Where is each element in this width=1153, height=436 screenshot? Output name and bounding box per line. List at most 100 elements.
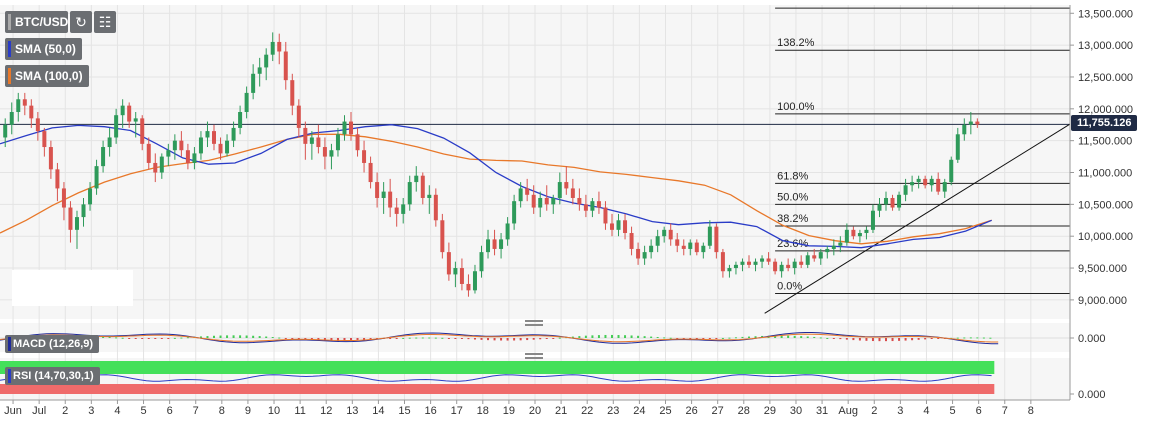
pane-divider-2b[interactable] <box>525 357 543 359</box>
candle-body <box>655 236 660 246</box>
candle-body <box>662 229 667 237</box>
y-tick-label: 12,500.000 <box>1078 72 1133 84</box>
candle-body <box>146 143 151 163</box>
macd-histogram-bar <box>199 336 202 338</box>
symbol-box[interactable]: BTC/USD <box>5 11 68 33</box>
macd-histogram-bar <box>232 335 235 338</box>
candle-body <box>760 258 765 262</box>
macd-histogram-bar <box>982 337 985 339</box>
sma100-legend[interactable]: SMA (100,0) <box>5 65 89 87</box>
macd-histogram-bar <box>356 338 359 341</box>
x-tick-label: 3 <box>88 405 94 417</box>
fib-level-label: 38.2% <box>777 213 808 225</box>
candle-body <box>531 194 536 208</box>
macd-histogram-bar <box>852 338 855 341</box>
macd-histogram-bar <box>284 338 287 339</box>
candle-body <box>786 264 791 269</box>
pane-divider-2[interactable] <box>525 353 543 355</box>
candle-body <box>94 166 99 189</box>
candle-body <box>185 150 190 163</box>
fib-level-label: 0.0% <box>777 281 802 293</box>
macd-histogram-bar <box>291 338 294 339</box>
candle-body <box>962 124 967 135</box>
candle-body <box>675 239 680 246</box>
macd-histogram-bar <box>350 338 353 341</box>
candle-body <box>623 220 628 234</box>
candle-body <box>890 197 895 208</box>
candle-body <box>394 207 399 214</box>
calendar-button[interactable]: ☷ <box>94 11 116 33</box>
macd-histogram-bar <box>304 338 307 340</box>
pane-divider-1b[interactable] <box>525 324 543 326</box>
candle-body <box>257 67 262 74</box>
refresh-icon: ↻ <box>75 14 87 30</box>
macd-histogram-bar <box>676 338 679 339</box>
macd-histogram-bar <box>545 338 548 339</box>
macd-histogram-bar <box>911 338 914 341</box>
macd-histogram-bar <box>793 335 796 338</box>
macd-histogram-bar <box>604 334 607 338</box>
macd-histogram-bar <box>617 335 620 338</box>
macd-histogram-bar <box>343 338 346 341</box>
macd-histogram-bar <box>839 338 842 340</box>
candle-body <box>636 248 641 259</box>
macd-histogram-bar <box>108 337 111 339</box>
macd-histogram-bar <box>715 338 718 339</box>
macd-histogram-bar <box>239 335 242 338</box>
candle-body <box>388 191 393 208</box>
sma50-legend[interactable]: SMA (50,0) <box>5 38 82 60</box>
macd-histogram-bar <box>656 337 659 339</box>
x-tick-label: 11 <box>294 405 305 417</box>
candle-body <box>727 268 732 272</box>
candle-body <box>701 245 706 253</box>
x-tick-label: 18 <box>477 405 489 417</box>
candle-body <box>9 112 14 125</box>
rsi-zero-label: 0.000 <box>1078 389 1106 401</box>
refresh-button[interactable]: ↻ <box>70 11 92 33</box>
fib-level-label: 100.0% <box>777 101 815 113</box>
macd-histogram-bar <box>323 338 326 341</box>
macd-histogram-bar <box>800 336 803 338</box>
macd-histogram-bar <box>513 338 516 341</box>
rsi-oversold-zone <box>0 384 995 394</box>
x-tick-label: 3 <box>897 405 903 417</box>
macd-histogram-bar <box>578 336 581 338</box>
blank-overlay-box <box>12 270 133 306</box>
x-tick-label: 10 <box>268 405 280 417</box>
rsi-legend-label: RSI (14,70,30,1) <box>13 370 94 382</box>
x-tick-label: 14 <box>372 405 384 417</box>
macd-histogram-bar <box>141 338 144 339</box>
candle-body <box>172 140 177 151</box>
macd-histogram-bar <box>584 335 587 338</box>
x-tick-label: Aug <box>838 405 858 417</box>
macd-legend[interactable]: MACD (12,26,9) <box>5 335 100 353</box>
macd-histogram-bar <box>624 335 627 338</box>
pane-divider-1[interactable] <box>525 320 543 322</box>
candle-body <box>264 54 269 68</box>
macd-histogram-bar <box>937 338 940 339</box>
candle-body <box>407 182 412 205</box>
candle-body <box>270 41 275 55</box>
macd-histogram-bar <box>473 338 476 340</box>
fib-level-label: 61.8% <box>777 170 808 182</box>
candle-body <box>342 121 347 135</box>
macd-histogram-bar <box>480 338 483 340</box>
candle-body <box>518 188 523 202</box>
candle-body <box>192 153 197 163</box>
rsi-legend[interactable]: RSI (14,70,30,1) <box>5 367 100 385</box>
macd-histogram-bar <box>363 338 366 341</box>
candle-body <box>290 80 295 106</box>
candle-body <box>472 271 477 291</box>
candle-body <box>492 239 497 249</box>
macd-histogram-bar <box>265 336 268 338</box>
macd-zero-label: 0.000 <box>1078 333 1106 345</box>
candle-body <box>766 258 771 262</box>
macd-histogram-bar <box>167 338 170 339</box>
x-tick-label: 30 <box>790 405 802 417</box>
candle-body <box>453 268 458 275</box>
macd-histogram-bar <box>447 338 450 339</box>
x-tick-label: 16 <box>424 405 436 417</box>
candle-body <box>505 223 510 240</box>
macd-histogram-bar <box>754 336 757 338</box>
